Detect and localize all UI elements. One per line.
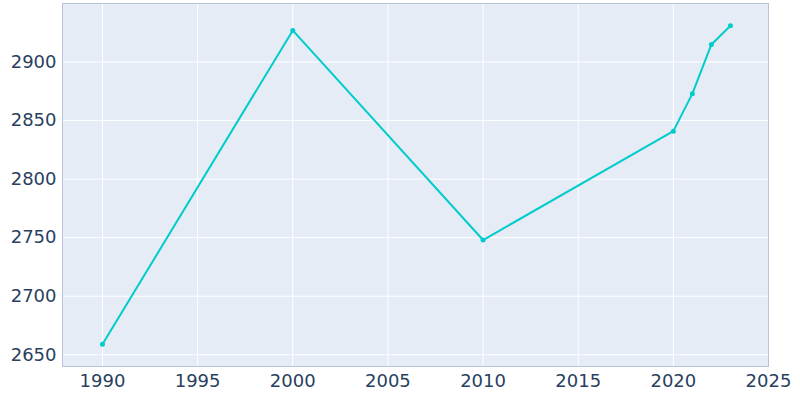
svg-text:2020: 2020 — [650, 370, 696, 391]
svg-text:2900: 2900 — [11, 51, 57, 72]
svg-text:2850: 2850 — [11, 109, 57, 130]
svg-text:2025: 2025 — [746, 370, 792, 391]
svg-text:2800: 2800 — [11, 168, 57, 189]
svg-text:2010: 2010 — [460, 370, 506, 391]
svg-text:2650: 2650 — [11, 344, 57, 365]
svg-text:2000: 2000 — [270, 370, 316, 391]
svg-text:2700: 2700 — [11, 285, 57, 306]
svg-text:1995: 1995 — [175, 370, 221, 391]
svg-text:2005: 2005 — [365, 370, 411, 391]
svg-text:1990: 1990 — [80, 370, 126, 391]
svg-text:2015: 2015 — [555, 370, 601, 391]
svg-text:2750: 2750 — [11, 226, 57, 247]
